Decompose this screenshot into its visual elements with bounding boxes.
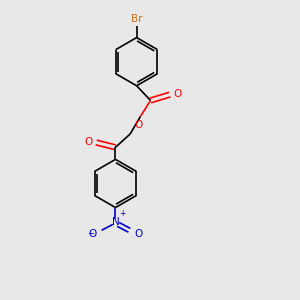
Text: O: O [85, 137, 93, 147]
Text: Br: Br [131, 14, 142, 24]
Text: −: − [87, 229, 94, 238]
Text: O: O [134, 229, 142, 239]
Text: O: O [89, 229, 97, 239]
Text: +: + [119, 209, 125, 218]
Text: O: O [134, 120, 142, 130]
Text: O: O [173, 89, 181, 99]
Text: N: N [112, 217, 119, 227]
